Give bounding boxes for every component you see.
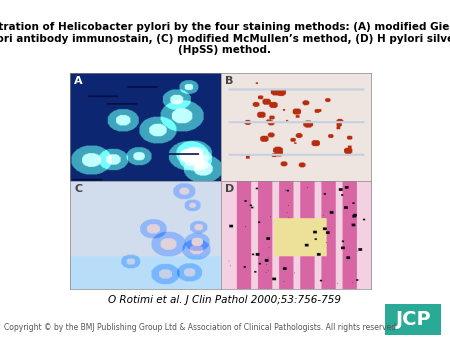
Text: Copyright © by the BMJ Publishing Group Ltd & Association of Clinical Pathologis: Copyright © by the BMJ Publishing Group … <box>4 323 399 332</box>
Text: Demonstration of Helicobacter pylori by the four staining methods: (A) modified : Demonstration of Helicobacter pylori by … <box>0 22 450 55</box>
Text: B: B <box>225 76 234 86</box>
Text: D: D <box>225 184 234 194</box>
Text: C: C <box>74 184 82 194</box>
Text: A: A <box>74 76 83 86</box>
Text: JCP: JCP <box>395 310 431 329</box>
Text: O Rotimi et al. J Clin Pathol 2000;53:756-759: O Rotimi et al. J Clin Pathol 2000;53:75… <box>108 295 342 305</box>
